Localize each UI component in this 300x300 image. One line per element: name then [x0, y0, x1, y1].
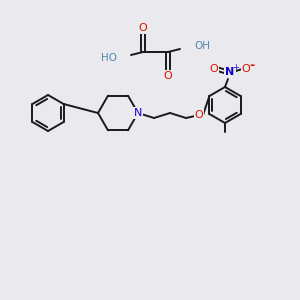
- Text: O: O: [139, 23, 147, 33]
- Text: N: N: [225, 67, 235, 77]
- Text: N: N: [134, 108, 142, 118]
- Text: O: O: [164, 71, 172, 81]
- Text: +: +: [232, 64, 239, 73]
- Text: HO: HO: [101, 53, 117, 63]
- Text: O: O: [210, 64, 218, 74]
- Text: -: -: [249, 58, 255, 71]
- Text: OH: OH: [194, 41, 210, 51]
- Text: O: O: [195, 110, 203, 120]
- Text: O: O: [242, 64, 250, 74]
